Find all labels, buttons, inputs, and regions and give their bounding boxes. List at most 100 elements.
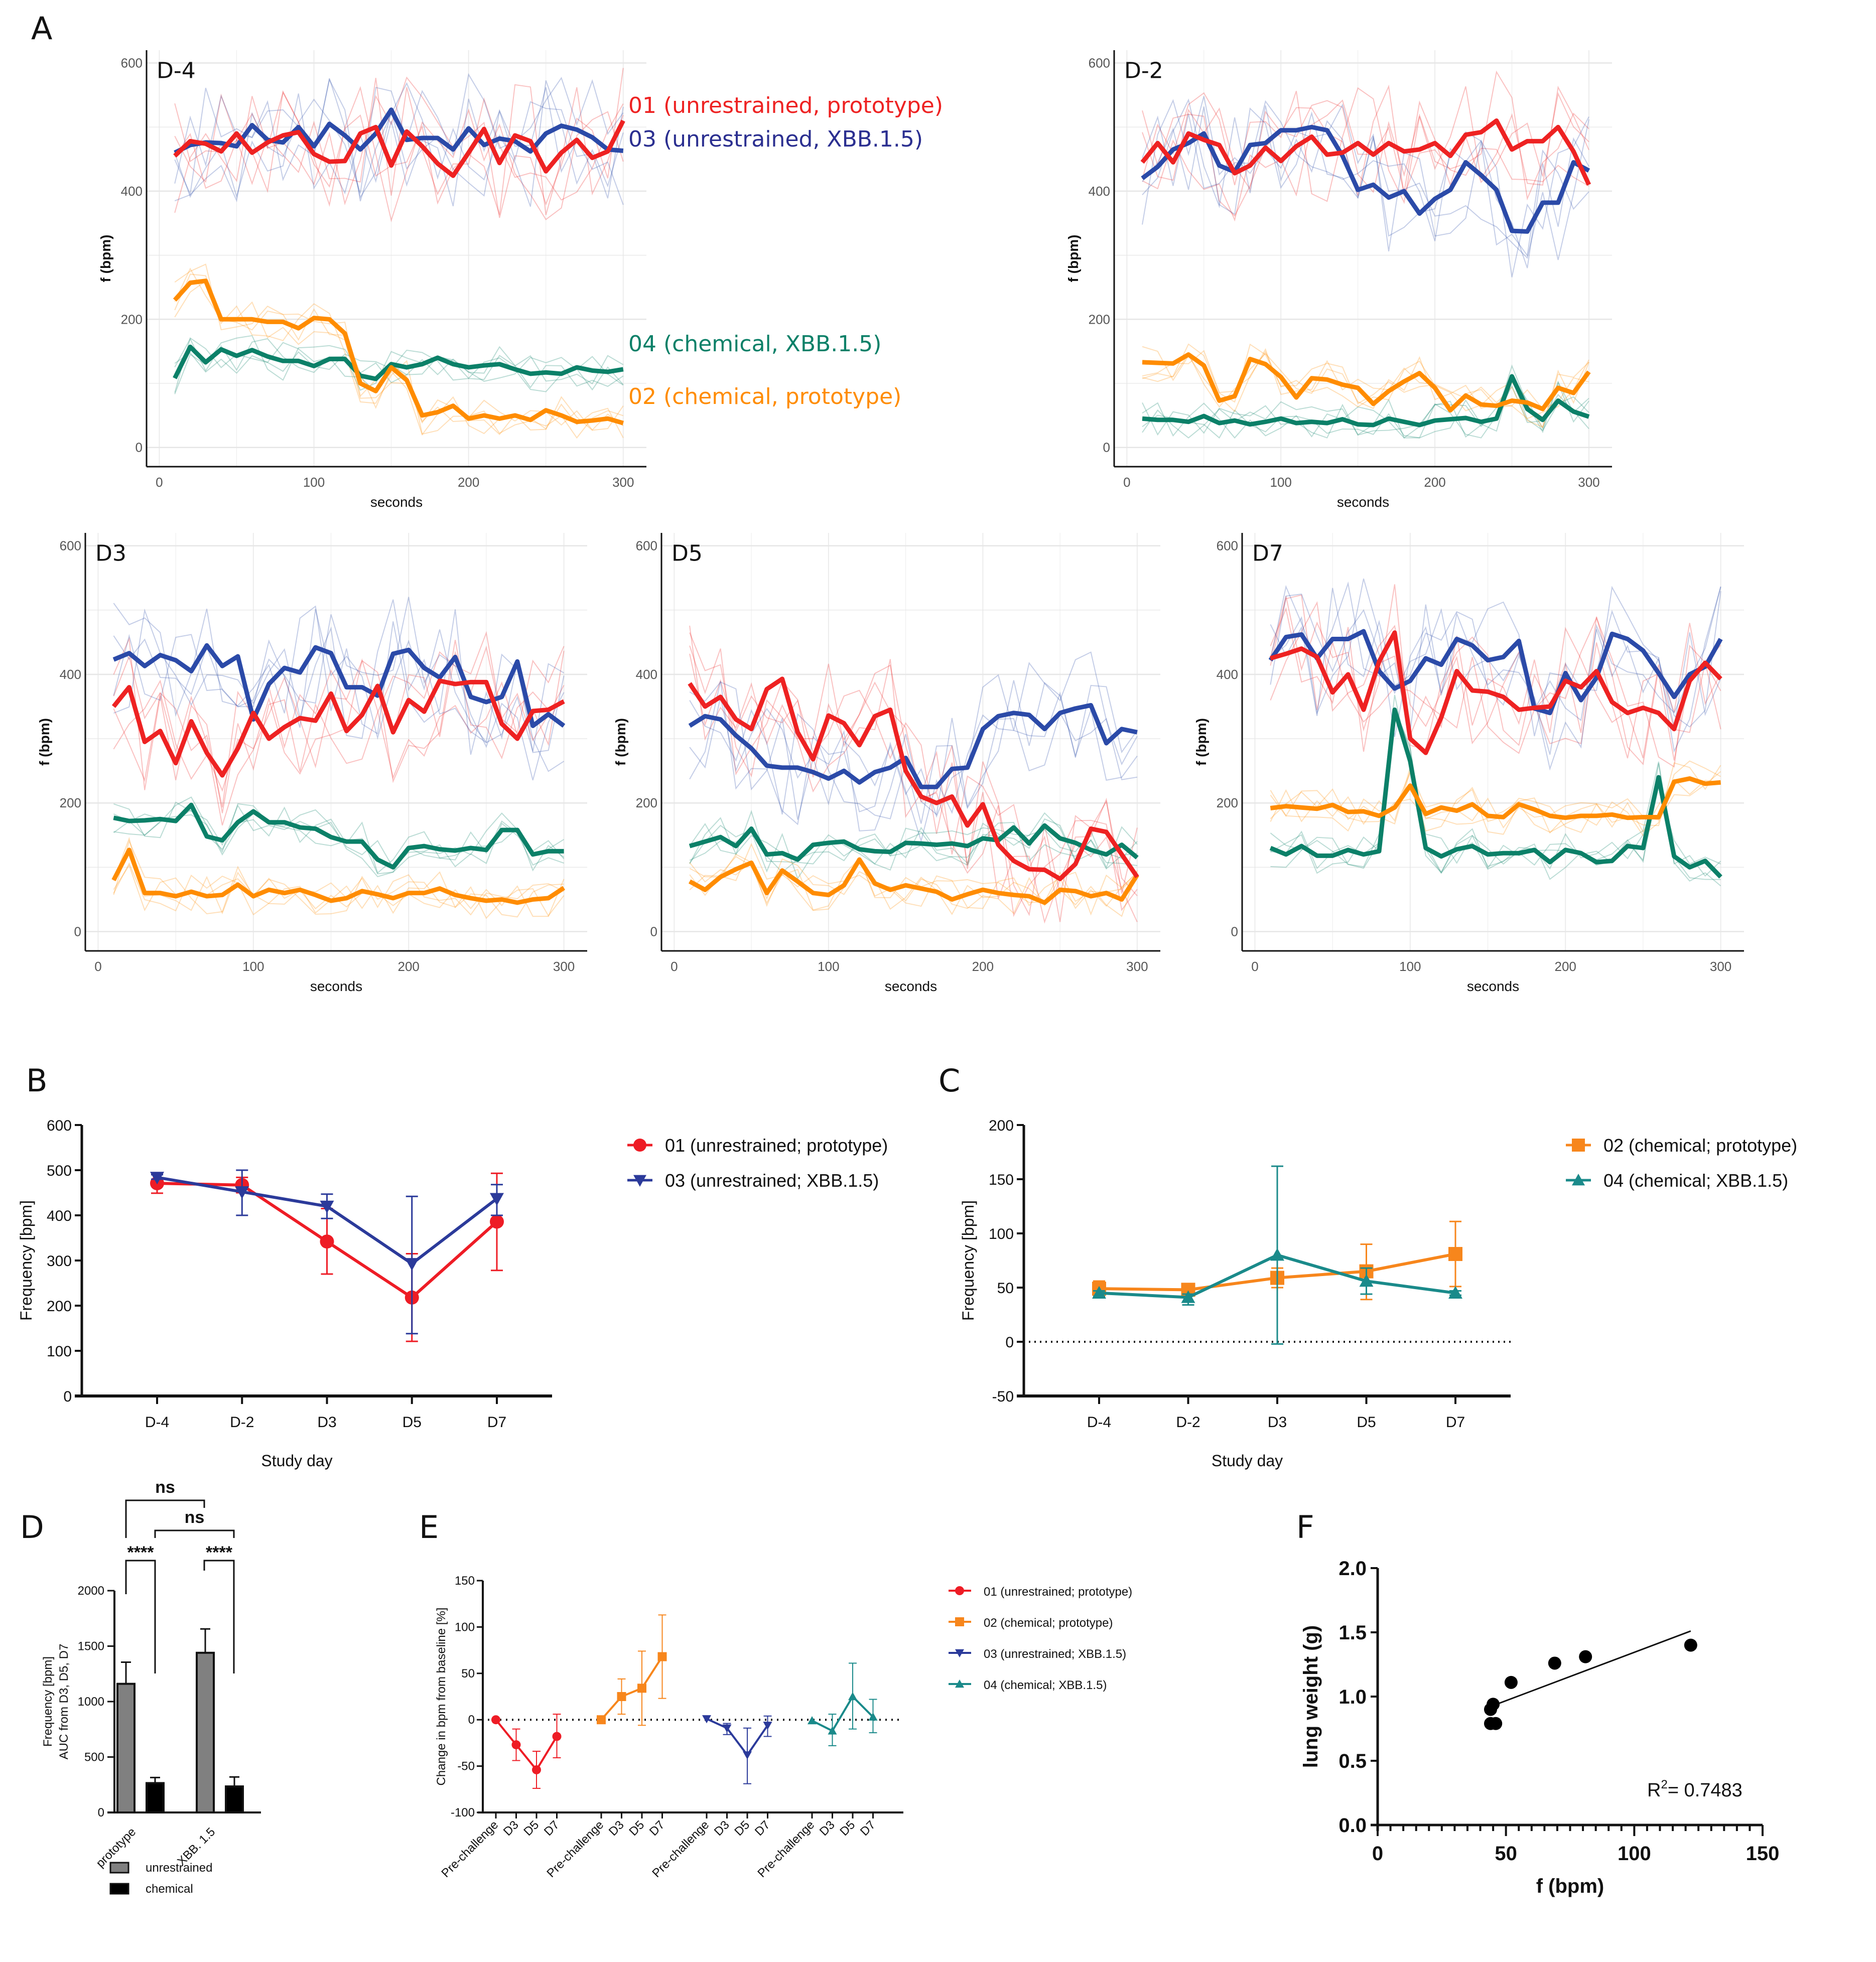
- y-tick-label: 600: [636, 538, 657, 553]
- individual-trace: [1142, 92, 1589, 222]
- individual-trace: [1270, 601, 1721, 761]
- individual-trace: [113, 597, 565, 781]
- data-point: [1448, 1247, 1462, 1262]
- x-tick-label: D7: [1446, 1414, 1465, 1431]
- y-tick-label: -50: [992, 1388, 1014, 1405]
- individual-trace: [689, 681, 1138, 843]
- y-tick-label: 0: [1231, 924, 1238, 939]
- y-tick-label: 600: [1089, 56, 1110, 71]
- mean-trace-g04: [689, 823, 1139, 862]
- series-line: [812, 1695, 874, 1733]
- y-tick-label: 0: [63, 1388, 72, 1405]
- individual-trace: [113, 809, 565, 869]
- data-point: [868, 1712, 878, 1721]
- y-tick-label: 1500: [78, 1640, 104, 1653]
- individual-trace: [174, 342, 624, 393]
- mean-trace-g01: [111, 678, 565, 778]
- scatter-point: [1548, 1656, 1561, 1670]
- legend-label: 04 (chemical; XBB.1.5): [984, 1678, 1107, 1692]
- y-axis-title: Frequency [bpm]: [17, 1200, 35, 1321]
- data-point: [637, 1684, 646, 1693]
- x-tick-label: 100: [1270, 475, 1292, 490]
- individual-trace: [174, 338, 624, 391]
- data-point: [405, 1258, 419, 1271]
- mean-trace-g01: [688, 676, 1139, 881]
- series-1: [1092, 1165, 1462, 1345]
- data-point: [1448, 1286, 1462, 1299]
- y-tick-label: 100: [47, 1343, 72, 1360]
- x-tick-label: 300: [1710, 959, 1731, 974]
- significance-bracket: [154, 1529, 235, 1538]
- y-tick-label: 400: [121, 184, 143, 199]
- data-point: [511, 1740, 521, 1750]
- individual-trace: [174, 78, 624, 201]
- x-axis-title: f (bpm): [1536, 1875, 1604, 1897]
- individual-trace: [174, 280, 624, 431]
- y-tick-label: -100: [451, 1806, 475, 1819]
- series-label-g02: 02 (chemical, prototype): [628, 384, 901, 409]
- x-tick-label: 0: [156, 475, 163, 490]
- panel-letter-e: E: [419, 1509, 439, 1546]
- y-tick-label: 0: [468, 1713, 475, 1727]
- x-tick-label: 100: [1399, 959, 1421, 974]
- legend-marker: [955, 1679, 964, 1688]
- y-tick-label: 200: [1089, 312, 1110, 327]
- regression-line: [1493, 1630, 1691, 1707]
- significance-label: ns: [185, 1508, 205, 1527]
- significance-label: ****: [127, 1543, 155, 1562]
- legend-marker: [955, 1617, 964, 1626]
- y-tick-label: 200: [121, 312, 143, 327]
- bar-chemical: [146, 1782, 165, 1814]
- y-tick-label: 600: [121, 56, 143, 71]
- y-tick-label: 0: [98, 1806, 104, 1819]
- x-tick-label: D3: [1268, 1414, 1287, 1431]
- r-superscript: 2: [1661, 1778, 1667, 1791]
- panel-letter-b: B: [26, 1062, 48, 1099]
- y-axis-title: Frequency [bpm]: [959, 1200, 977, 1321]
- mean-trace-g02: [1270, 776, 1721, 820]
- data-point: [491, 1715, 500, 1725]
- x-tick-label: D-2: [1176, 1414, 1200, 1431]
- y-tick-label: 50: [997, 1280, 1014, 1297]
- bar-unrestrained: [196, 1651, 215, 1813]
- individual-trace: [113, 599, 565, 752]
- x-tick-label: 50: [1495, 1843, 1517, 1865]
- x-tick-label: 200: [1424, 475, 1445, 490]
- legend-label: 02 (chemical; prototype): [1603, 1135, 1797, 1156]
- x-tick-label: 0: [94, 959, 101, 974]
- mean-trace-g01: [1270, 630, 1722, 755]
- day-label: D-2: [1124, 58, 1163, 84]
- legend-marker: [633, 1139, 646, 1152]
- individual-trace: [1142, 106, 1589, 260]
- x-tick-label: D-4: [1087, 1414, 1111, 1431]
- individual-trace: [689, 700, 1138, 824]
- legend-label: 01 (unrestrained; prototype): [984, 1585, 1132, 1599]
- y-tick-label: 600: [60, 538, 81, 553]
- x-tick-label: D3: [317, 1414, 336, 1431]
- subplot-d3: 0 200 400 600 0 100 200 300 seconds f (bpm) D3: [37, 533, 587, 994]
- x-tick-label: 100: [1618, 1843, 1651, 1865]
- y-tick-label: 0: [1005, 1334, 1014, 1351]
- mean-trace-g03: [174, 107, 624, 155]
- r-base: R: [1647, 1780, 1661, 1801]
- individual-trace: [689, 818, 1138, 880]
- data-point: [617, 1692, 626, 1701]
- data-point: [828, 1726, 837, 1735]
- y-tick-label: 50: [461, 1667, 475, 1680]
- individual-trace: [113, 631, 565, 813]
- series-label-g04: 04 (chemical, XBB.1.5): [628, 331, 881, 357]
- y-tick-label: 0: [1103, 440, 1110, 455]
- mean-trace-g02: [111, 848, 566, 905]
- x-axis-title: Study day: [261, 1452, 332, 1470]
- individual-trace: [174, 78, 624, 207]
- individual-trace: [1142, 70, 1589, 217]
- y-tick-label: 100: [989, 1226, 1014, 1242]
- y-tick-label: 500: [84, 1751, 104, 1764]
- scatter-point: [1504, 1675, 1518, 1689]
- data-point: [657, 1652, 667, 1661]
- y-tick-label: 200: [47, 1298, 72, 1315]
- series-1: [150, 1169, 504, 1335]
- y-tick-label: 200: [60, 795, 81, 810]
- y-tick-label: 0.0: [1338, 1814, 1367, 1837]
